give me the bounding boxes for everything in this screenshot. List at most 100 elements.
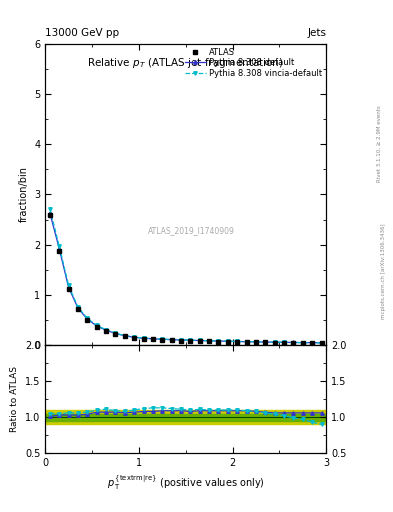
Text: mcplots.cern.ch [arXiv:1306.3436]: mcplots.cern.ch [arXiv:1306.3436]: [381, 224, 386, 319]
ATLAS: [300, 340, 305, 346]
ATLAS: [151, 336, 155, 343]
Pythia 8.308 vincia-default: [226, 338, 230, 344]
Pythia 8.308 vincia-default: [48, 205, 52, 211]
Pythia 8.308 default: [94, 323, 99, 329]
Pythia 8.308 vincia-default: [263, 339, 268, 345]
ATLAS: [48, 211, 52, 218]
ATLAS: [85, 317, 90, 323]
ATLAS: [141, 336, 146, 342]
Pythia 8.308 vincia-default: [123, 332, 127, 338]
Pythia 8.308 default: [235, 338, 240, 345]
ATLAS: [235, 339, 240, 345]
Pythia 8.308 default: [272, 339, 277, 345]
Pythia 8.308 default: [319, 339, 324, 346]
Pythia 8.308 default: [151, 336, 155, 342]
ATLAS: [207, 338, 211, 345]
Pythia 8.308 vincia-default: [75, 304, 80, 310]
Pythia 8.308 default: [104, 327, 108, 333]
Pythia 8.308 default: [123, 333, 127, 339]
Pythia 8.308 vincia-default: [169, 336, 174, 343]
Pythia 8.308 default: [132, 334, 136, 340]
Text: ATLAS_2019_I1740909: ATLAS_2019_I1740909: [148, 226, 235, 235]
Pythia 8.308 default: [179, 337, 184, 343]
ATLAS: [263, 339, 268, 346]
ATLAS: [282, 339, 286, 346]
Pythia 8.308 vincia-default: [291, 339, 296, 346]
ATLAS: [57, 248, 62, 254]
Line: ATLAS: ATLAS: [48, 212, 323, 345]
Pythia 8.308 vincia-default: [253, 339, 258, 345]
ATLAS: [319, 340, 324, 346]
ATLAS: [160, 337, 165, 343]
Pythia 8.308 vincia-default: [207, 337, 211, 344]
Text: Jets: Jets: [307, 28, 326, 38]
Pythia 8.308 vincia-default: [179, 337, 184, 343]
Pythia 8.308 vincia-default: [244, 338, 249, 345]
Pythia 8.308 default: [207, 338, 211, 344]
Pythia 8.308 vincia-default: [113, 330, 118, 336]
ATLAS: [75, 306, 80, 312]
ATLAS: [244, 339, 249, 345]
Pythia 8.308 vincia-default: [94, 323, 99, 329]
ATLAS: [253, 339, 258, 346]
Text: Relative $p_{T}$ (ATLAS jet fragmentation): Relative $p_{T}$ (ATLAS jet fragmentatio…: [88, 56, 284, 70]
Pythia 8.308 vincia-default: [104, 327, 108, 333]
ATLAS: [291, 339, 296, 346]
Pythia 8.308 vincia-default: [319, 340, 324, 346]
Pythia 8.308 default: [48, 210, 52, 216]
Y-axis label: Ratio to ATLAS: Ratio to ATLAS: [10, 366, 19, 432]
ATLAS: [197, 338, 202, 344]
ATLAS: [179, 337, 184, 344]
Pythia 8.308 vincia-default: [66, 283, 71, 289]
Pythia 8.308 default: [141, 335, 146, 342]
Pythia 8.308 default: [85, 316, 90, 322]
Pythia 8.308 default: [160, 336, 165, 343]
Pythia 8.308 vincia-default: [132, 334, 136, 340]
ATLAS: [169, 337, 174, 344]
Pythia 8.308 vincia-default: [310, 340, 314, 346]
Legend: ATLAS, Pythia 8.308 default, Pythia 8.308 vincia-default: ATLAS, Pythia 8.308 default, Pythia 8.30…: [185, 48, 322, 78]
Pythia 8.308 default: [216, 338, 221, 344]
Bar: [45, 410, 326, 424]
ATLAS: [188, 338, 193, 344]
Pythia 8.308 default: [226, 338, 230, 345]
Pythia 8.308 default: [57, 246, 62, 252]
Y-axis label: fraction/bin: fraction/bin: [18, 166, 29, 222]
Pythia 8.308 default: [263, 339, 268, 345]
Pythia 8.308 default: [244, 338, 249, 345]
X-axis label: $p_{\rm\,T}^{\rm\,\{textrm|re\}}$ (positive values only): $p_{\rm\,T}^{\rm\,\{textrm|re\}}$ (posit…: [107, 474, 264, 492]
Text: 13000 GeV pp: 13000 GeV pp: [45, 28, 119, 38]
Pythia 8.308 default: [291, 339, 296, 346]
Pythia 8.308 default: [66, 284, 71, 290]
Pythia 8.308 default: [113, 330, 118, 336]
Pythia 8.308 default: [300, 339, 305, 346]
Pythia 8.308 vincia-default: [57, 243, 62, 249]
Pythia 8.308 vincia-default: [197, 337, 202, 344]
Pythia 8.308 vincia-default: [141, 335, 146, 341]
Pythia 8.308 vincia-default: [272, 339, 277, 345]
ATLAS: [113, 331, 118, 337]
Pythia 8.308 vincia-default: [188, 337, 193, 343]
Text: Rivet 3.1.10, ≥ 2.9M events: Rivet 3.1.10, ≥ 2.9M events: [377, 105, 382, 182]
Pythia 8.308 vincia-default: [151, 335, 155, 342]
Pythia 8.308 vincia-default: [235, 338, 240, 345]
ATLAS: [310, 340, 314, 346]
Pythia 8.308 vincia-default: [282, 339, 286, 346]
Pythia 8.308 default: [169, 336, 174, 343]
Pythia 8.308 default: [75, 305, 80, 311]
ATLAS: [104, 328, 108, 334]
Pythia 8.308 vincia-default: [300, 339, 305, 346]
ATLAS: [272, 339, 277, 346]
Line: Pythia 8.308 vincia-default: Pythia 8.308 vincia-default: [48, 207, 323, 345]
Bar: [45, 414, 326, 421]
Pythia 8.308 default: [253, 339, 258, 345]
ATLAS: [216, 338, 221, 345]
ATLAS: [94, 324, 99, 330]
ATLAS: [132, 335, 136, 341]
Pythia 8.308 default: [282, 339, 286, 346]
ATLAS: [66, 286, 71, 292]
Pythia 8.308 vincia-default: [85, 315, 90, 322]
Pythia 8.308 vincia-default: [160, 336, 165, 342]
ATLAS: [123, 333, 127, 339]
Pythia 8.308 vincia-default: [216, 338, 221, 344]
